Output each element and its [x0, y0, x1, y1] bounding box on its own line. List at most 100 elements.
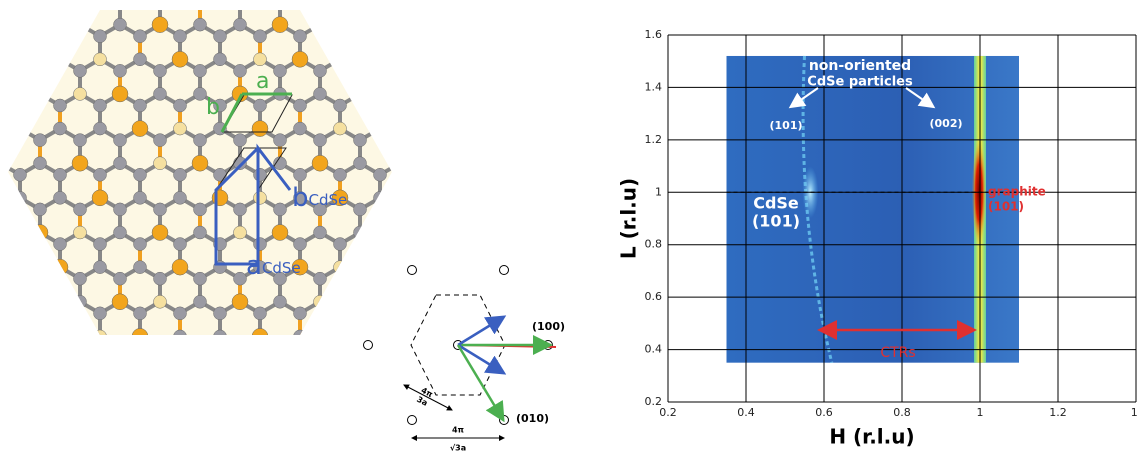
atom — [274, 411, 287, 424]
bond — [378, 230, 392, 246]
atom — [71, 154, 89, 172]
bond — [19, 334, 41, 335]
bond — [500, 94, 520, 106]
bond — [8, 196, 21, 212]
bond — [520, 302, 540, 314]
atom — [291, 51, 309, 68]
bond — [280, 406, 300, 418]
bond — [420, 336, 440, 348]
bond — [420, 94, 440, 106]
atom — [394, 272, 407, 285]
bond — [220, 371, 240, 383]
bond — [420, 129, 440, 141]
atom — [0, 157, 7, 170]
atom — [111, 85, 129, 103]
atom — [53, 237, 67, 251]
bond — [100, 440, 120, 452]
bond — [40, 406, 60, 418]
bond — [59, 334, 81, 335]
bond — [520, 163, 540, 175]
atom — [434, 134, 447, 147]
bond — [460, 267, 480, 279]
bond — [180, 371, 200, 383]
bond — [200, 371, 220, 383]
bond — [80, 371, 100, 383]
atom — [13, 260, 27, 274]
bond — [200, 406, 220, 418]
bond — [520, 232, 540, 244]
arrow-blue — [457, 315, 507, 347]
atom — [333, 237, 347, 251]
bond — [358, 57, 382, 73]
atom — [314, 411, 327, 424]
bond — [400, 267, 420, 279]
rl-point — [499, 265, 509, 275]
atom — [293, 29, 307, 43]
bond — [220, 406, 240, 418]
bond — [460, 25, 480, 37]
atom — [233, 64, 247, 78]
atom — [353, 133, 367, 147]
atom — [371, 328, 389, 335]
bond — [420, 163, 440, 175]
atom — [254, 376, 267, 389]
atom — [414, 168, 427, 181]
bond — [80, 0, 100, 2]
bond — [400, 0, 420, 2]
bond — [400, 198, 420, 210]
bond — [480, 59, 500, 71]
atom — [152, 432, 168, 448]
atom — [94, 376, 107, 389]
atom — [394, 0, 407, 8]
atom — [294, 376, 307, 389]
atom — [114, 434, 127, 447]
atom — [13, 168, 27, 182]
bond — [500, 0, 520, 2]
atom — [293, 121, 307, 136]
atom — [73, 64, 87, 78]
atom — [313, 271, 327, 286]
annotation: CTRs — [880, 345, 915, 361]
plot: 0.2 0.4 0.6 0.8 1 1.2 1. 0.2 0.4 0.6 0.8 1 1.2 1.4 1.6… — [617, 28, 1137, 449]
bond — [420, 232, 440, 244]
atom — [311, 154, 329, 172]
atom — [114, 365, 127, 378]
atom — [34, 341, 47, 354]
atom — [131, 120, 149, 137]
atom — [474, 18, 487, 31]
atom — [154, 0, 167, 8]
atom — [214, 376, 227, 389]
atom — [31, 224, 49, 241]
atom — [114, 411, 127, 424]
atom — [53, 306, 67, 321]
atom — [271, 224, 289, 241]
bond — [20, 371, 40, 383]
bond — [480, 0, 500, 2]
atom — [454, 30, 467, 43]
bond — [340, 0, 360, 2]
bond — [460, 59, 480, 71]
bond — [20, 406, 40, 418]
atom — [131, 328, 149, 335]
bond — [280, 440, 300, 452]
x-tick-label: 1 — [977, 406, 984, 419]
bond — [40, 371, 60, 383]
bond — [340, 406, 360, 418]
bond — [8, 300, 22, 316]
atom — [33, 87, 47, 101]
atom — [93, 260, 107, 274]
atom — [432, 363, 448, 379]
x-tick-label: 0.8 — [893, 406, 911, 419]
bond — [100, 406, 120, 418]
atom — [34, 0, 47, 8]
bond — [460, 198, 480, 210]
atom — [51, 258, 69, 276]
atom — [173, 168, 187, 182]
atom — [8, 85, 9, 103]
atom — [191, 154, 209, 172]
bond — [60, 440, 80, 452]
bond — [440, 129, 460, 141]
atom — [332, 398, 348, 414]
bond — [400, 94, 420, 106]
atom — [474, 341, 487, 354]
